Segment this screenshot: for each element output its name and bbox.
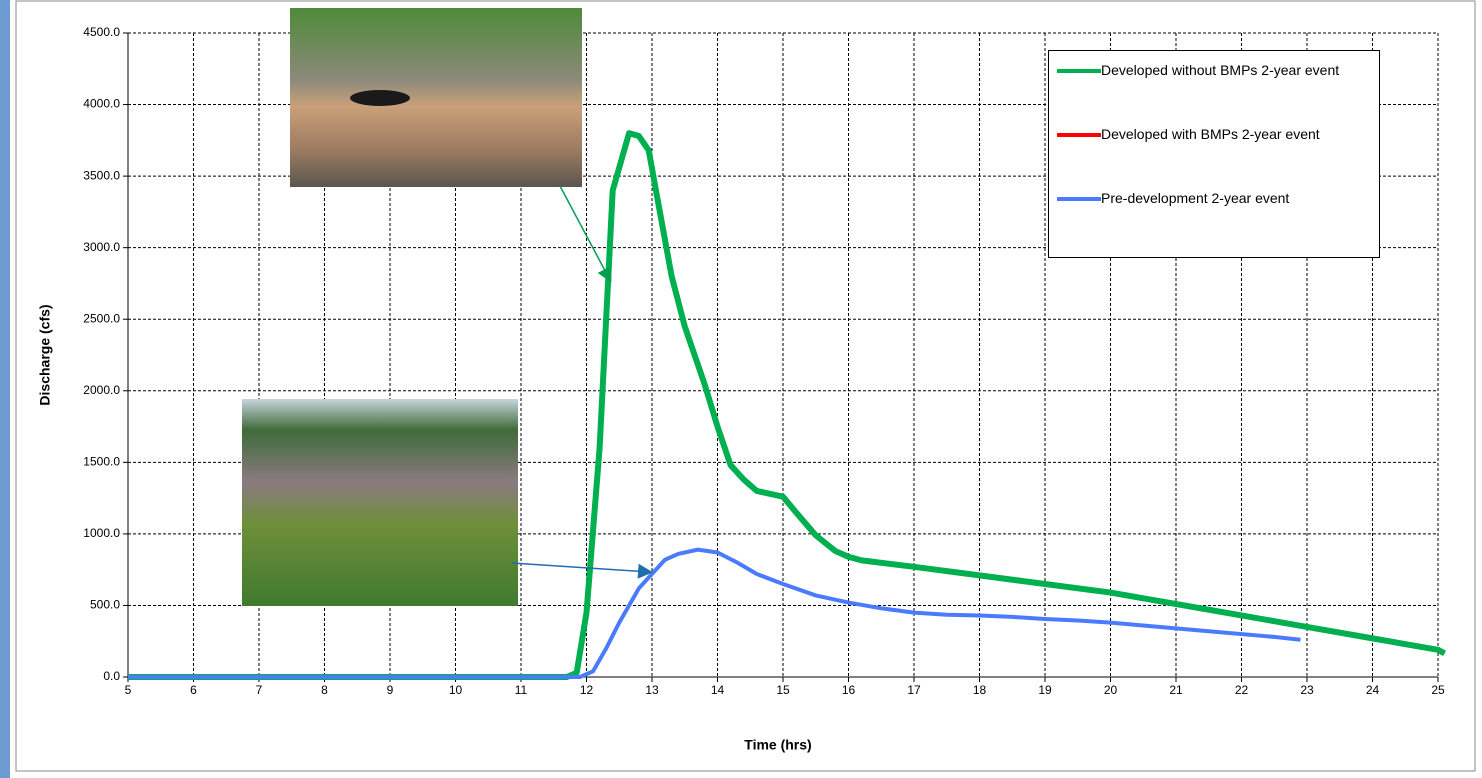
- x-tick-label: 11: [515, 683, 528, 697]
- y-tick-label: 4500.0: [83, 25, 120, 39]
- x-tick-label: 14: [711, 683, 725, 697]
- x-tick-label: 15: [776, 683, 790, 697]
- arrow: [559, 185, 612, 283]
- x-tick-label: 24: [1366, 683, 1380, 697]
- legend: Developed without BMPs 2-year event Devel…: [1048, 50, 1380, 258]
- legend-label: Developed with BMPs 2-year event: [1101, 126, 1320, 142]
- x-tick-label: 17: [907, 683, 921, 697]
- x-tick-label: 10: [449, 683, 463, 697]
- x-tick-label: 19: [1038, 683, 1052, 697]
- x-tick-label: 13: [645, 683, 659, 697]
- photo-storm-drain: [290, 8, 582, 187]
- photo-meadow: [242, 399, 518, 606]
- x-tick-label: 5: [125, 683, 132, 697]
- x-tick-label: 25: [1431, 683, 1445, 697]
- legend-swatch: [1057, 133, 1101, 137]
- x-tick-label: 7: [256, 683, 263, 697]
- y-tick-label: 2000.0: [83, 383, 120, 397]
- legend-swatch: [1057, 69, 1101, 73]
- x-tick-label: 21: [1169, 683, 1183, 697]
- x-tick-label: 8: [321, 683, 328, 697]
- x-axis-label: Time (hrs): [744, 737, 811, 753]
- series-line: [128, 547, 1301, 679]
- x-tick-label: 6: [190, 683, 197, 697]
- x-tick-label: 16: [842, 683, 856, 697]
- y-tick-label: 3000.0: [83, 240, 120, 254]
- x-tick-label: 18: [973, 683, 987, 697]
- photo-detail: [350, 90, 410, 106]
- legend-label: Pre-development 2-year event: [1101, 190, 1290, 206]
- legend-swatch: [1057, 197, 1101, 201]
- legend-label: Developed without BMPs 2-year event: [1101, 62, 1340, 78]
- arrow: [511, 562, 653, 579]
- x-tick-label: 23: [1300, 683, 1314, 697]
- y-tick-label: 4000.0: [83, 97, 120, 111]
- x-tick-label: 22: [1235, 683, 1249, 697]
- y-tick-label: 1500.0: [83, 455, 120, 469]
- x-tick-label: 20: [1104, 683, 1118, 697]
- y-tick-label: 1000.0: [83, 526, 120, 540]
- x-tick-label: 9: [387, 683, 394, 697]
- x-tick-label: 12: [580, 683, 594, 697]
- series-line: [128, 130, 1446, 680]
- y-tick-label: 0.0: [103, 669, 120, 683]
- y-tick-label: 2500.0: [83, 311, 120, 325]
- y-tick-label: 3500.0: [83, 168, 120, 182]
- y-axis-label: Discharge (cfs): [37, 304, 53, 405]
- y-tick-label: 500.0: [90, 598, 120, 612]
- side-strip: [0, 0, 10, 778]
